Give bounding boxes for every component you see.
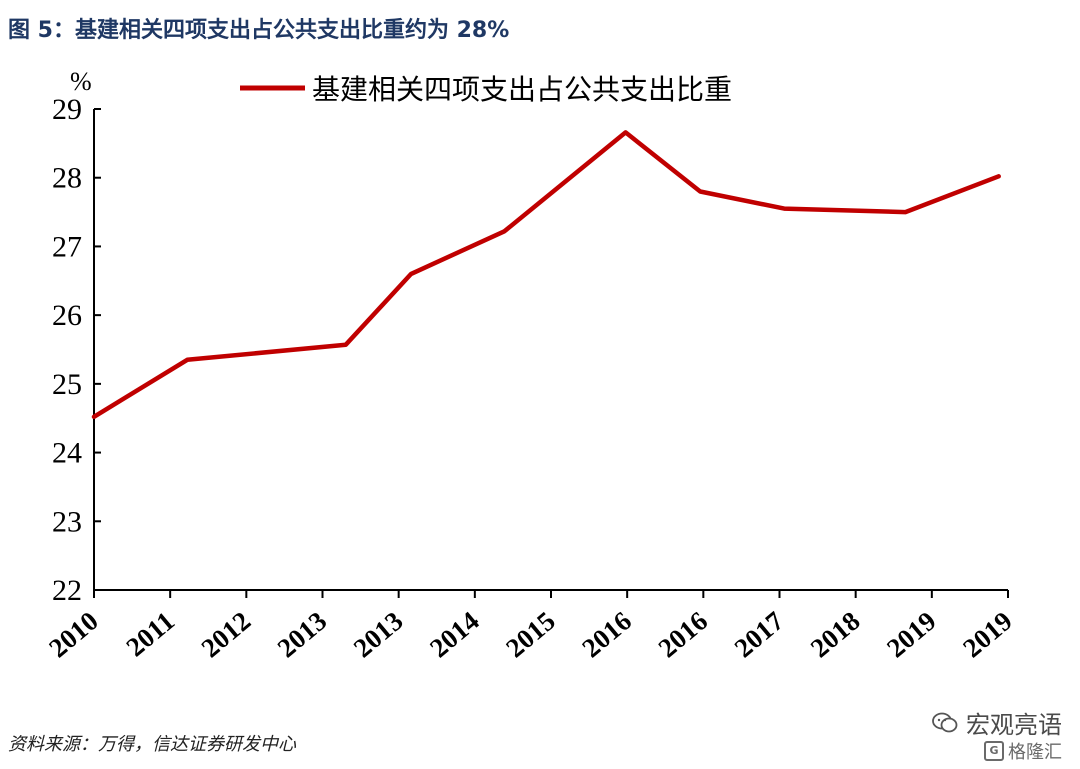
y-tick-label: 27 bbox=[52, 230, 82, 263]
y-axis-ticks: 22 23 24 25 26 27 28 29 bbox=[52, 93, 101, 607]
y-axis-unit-label: % bbox=[70, 67, 92, 96]
y-tick-label: 24 bbox=[52, 437, 82, 470]
watermark-name: 宏观亮语 bbox=[966, 711, 1062, 739]
y-tick-label: 22 bbox=[52, 574, 82, 607]
chart-legend: 基建相关四项支出占公共支出比重 bbox=[240, 73, 732, 106]
x-tick-label: 2010 bbox=[43, 606, 104, 664]
x-tick-label: 2011 bbox=[121, 606, 181, 663]
legend-label: 基建相关四项支出占公共支出比重 bbox=[312, 73, 732, 106]
y-tick-label: 25 bbox=[52, 368, 82, 401]
watermark: 宏观亮语 bbox=[932, 705, 1062, 740]
chart-series bbox=[91, 130, 1001, 420]
x-tick-label: 2019 bbox=[957, 606, 1018, 664]
watermark-sub-label: 格隆汇 bbox=[1008, 742, 1062, 763]
source-note: 资料来源：万得，信达证券研发中心 bbox=[8, 734, 296, 755]
watermark-sub: G 格隆汇 bbox=[984, 738, 1062, 764]
y-tick-label: 29 bbox=[52, 93, 82, 126]
x-tick-label: 2012 bbox=[196, 606, 257, 664]
x-tick-label: 2016 bbox=[576, 606, 637, 664]
x-tick-label: 2014 bbox=[424, 606, 485, 664]
x-tick-label: 2019 bbox=[881, 606, 942, 664]
x-axis-ticks: 2010 2011 2012 2013 2013 2014 2015 2016 2016 2017… bbox=[43, 590, 1018, 663]
wechat-icon bbox=[932, 712, 958, 734]
x-tick-label: 2013 bbox=[272, 606, 333, 664]
x-tick-label: 2015 bbox=[500, 606, 561, 664]
x-tick-label: 2016 bbox=[653, 606, 714, 664]
figure-title: 图 5：基建相关四项支出占公共支出比重约为 28% bbox=[8, 18, 510, 43]
series-line-infrastructure-share bbox=[91, 130, 1001, 420]
y-tick-label: 26 bbox=[52, 299, 82, 332]
y-tick-label: 23 bbox=[52, 505, 82, 538]
x-tick-label: 2017 bbox=[729, 606, 790, 664]
x-tick-label: 2013 bbox=[348, 606, 409, 664]
x-tick-label: 2018 bbox=[805, 606, 866, 664]
y-tick-label: 28 bbox=[52, 162, 82, 195]
gelonghui-logo-icon: G bbox=[984, 741, 1004, 761]
chart-axes: % bbox=[70, 67, 1008, 591]
